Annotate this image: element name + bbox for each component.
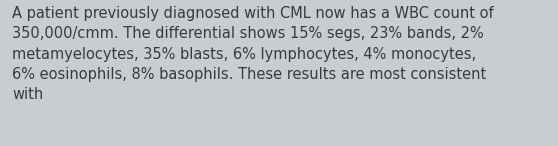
Text: A patient previously diagnosed with CML now has a WBC count of
350,000/cmm. The : A patient previously diagnosed with CML … (12, 6, 494, 102)
